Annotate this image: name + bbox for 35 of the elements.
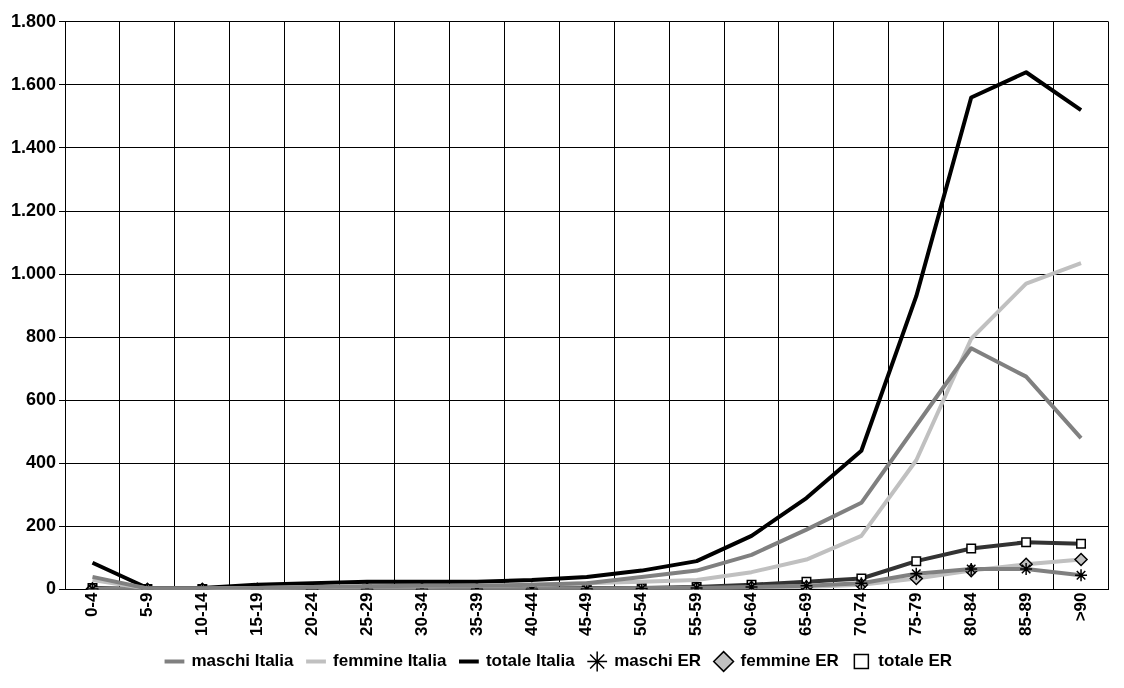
- y-tick-label: 1.600: [11, 73, 57, 94]
- x-tick-label: 40-44: [521, 591, 541, 636]
- x-tick-label: 0-4: [82, 591, 102, 618]
- y-tick-label: 400: [26, 452, 57, 473]
- x-tick-label: 5-9: [137, 592, 157, 618]
- legend-label: femmine Italia: [333, 651, 447, 671]
- legend-label: totale ER: [878, 651, 953, 671]
- x-tick-label: 75-79: [905, 592, 925, 636]
- x-tick-label: 45-49: [576, 592, 596, 636]
- y-tick-label: 600: [26, 389, 57, 410]
- x-tick-label: 60-64: [741, 591, 761, 636]
- legend-label: totale Italia: [485, 651, 576, 671]
- x-tick-label: 10-14: [192, 591, 212, 636]
- x-tick-label: 25-29: [356, 592, 376, 636]
- y-tick-label: 800: [26, 326, 57, 347]
- x-tick-label: 70-74: [851, 591, 871, 636]
- y-tick-label: 1.000: [11, 263, 57, 284]
- y-tick-label: 1.800: [11, 10, 57, 31]
- x-tick-label: 55-59: [686, 592, 706, 636]
- legend-label: maschi ER: [614, 651, 702, 671]
- x-tick-label: 50-54: [631, 591, 651, 636]
- y-tick-label: 200: [26, 515, 57, 536]
- x-tick-label: 85-89: [1015, 592, 1035, 636]
- y-tick-label: 0: [46, 578, 57, 599]
- y-tick-label: 1.400: [11, 136, 57, 157]
- x-tick-label: 15-19: [246, 592, 266, 636]
- x-tick-label: 30-34: [411, 591, 431, 636]
- x-tick-label: >90: [1070, 592, 1090, 622]
- x-tick-label: 65-69: [796, 592, 816, 636]
- y-tick-label: 1.200: [11, 200, 57, 221]
- x-tick-label: 80-84: [960, 591, 980, 636]
- x-tick-label: 20-24: [301, 591, 321, 636]
- x-tick-label: 35-39: [466, 592, 486, 636]
- legend-label: femmine ER: [740, 651, 839, 671]
- legend-label: maschi Italia: [191, 651, 295, 671]
